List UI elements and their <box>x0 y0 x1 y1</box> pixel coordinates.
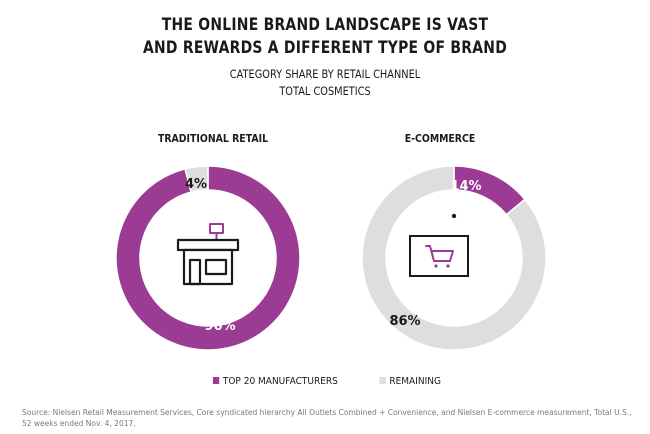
subtitle-line-2: TOTAL COSMETICS <box>279 84 371 98</box>
legend-label-top20: TOP 20 MANUFACTURERS <box>222 376 338 387</box>
e-commerce-donut-chart: 14% 86% <box>361 165 547 351</box>
monitor-shopping-cart-icon <box>409 213 469 277</box>
legend-item-top20: TOP 20 MANUFACTURERS <box>212 376 338 387</box>
subtitle-line-1: CATEGORY SHARE BY RETAIL CHANNEL <box>229 67 421 81</box>
slice-remaining <box>184 165 209 194</box>
title-line-1: THE ONLINE BRAND LANDSCAPE IS VAST <box>161 15 489 35</box>
e-commerce-slices <box>361 165 547 351</box>
legend-item-remaining: REMAINING <box>379 376 441 387</box>
label-remaining-ecommerce: 86% <box>389 314 420 329</box>
legend-label-remaining: REMAINING <box>389 376 441 387</box>
source-note: Source: Nielsen Retail Measurement Servi… <box>22 408 632 428</box>
legend-swatch-remaining <box>379 377 386 384</box>
label-top20-ecommerce: 14% <box>450 179 481 194</box>
legend-swatch-top20 <box>212 377 220 384</box>
title-line-2: AND REWARDS A DIFFERENT TYPE OF BRAND <box>142 38 508 58</box>
slice-remaining <box>361 165 547 351</box>
chart-subtitle: CATEGORY SHARE BY RETAIL CHANNEL TOTAL C… <box>0 66 650 100</box>
traditional-retail-donut-chart: 96% 4% <box>115 165 301 351</box>
storefront-icon <box>176 223 240 286</box>
slice-top20 <box>115 165 301 351</box>
e-commerce-title: E-COMMERCE <box>404 132 476 145</box>
page-title: THE ONLINE BRAND LANDSCAPE IS VAST AND R… <box>0 14 650 60</box>
label-remaining-traditional: 4% <box>185 177 207 192</box>
chart-legend: TOP 20 MANUFACTURERS REMAINING <box>0 376 650 387</box>
traditional-retail-slices <box>115 165 301 351</box>
label-top20-traditional: 96% <box>204 319 235 334</box>
traditional-retail-title: TRADITIONAL RETAIL <box>157 132 269 145</box>
